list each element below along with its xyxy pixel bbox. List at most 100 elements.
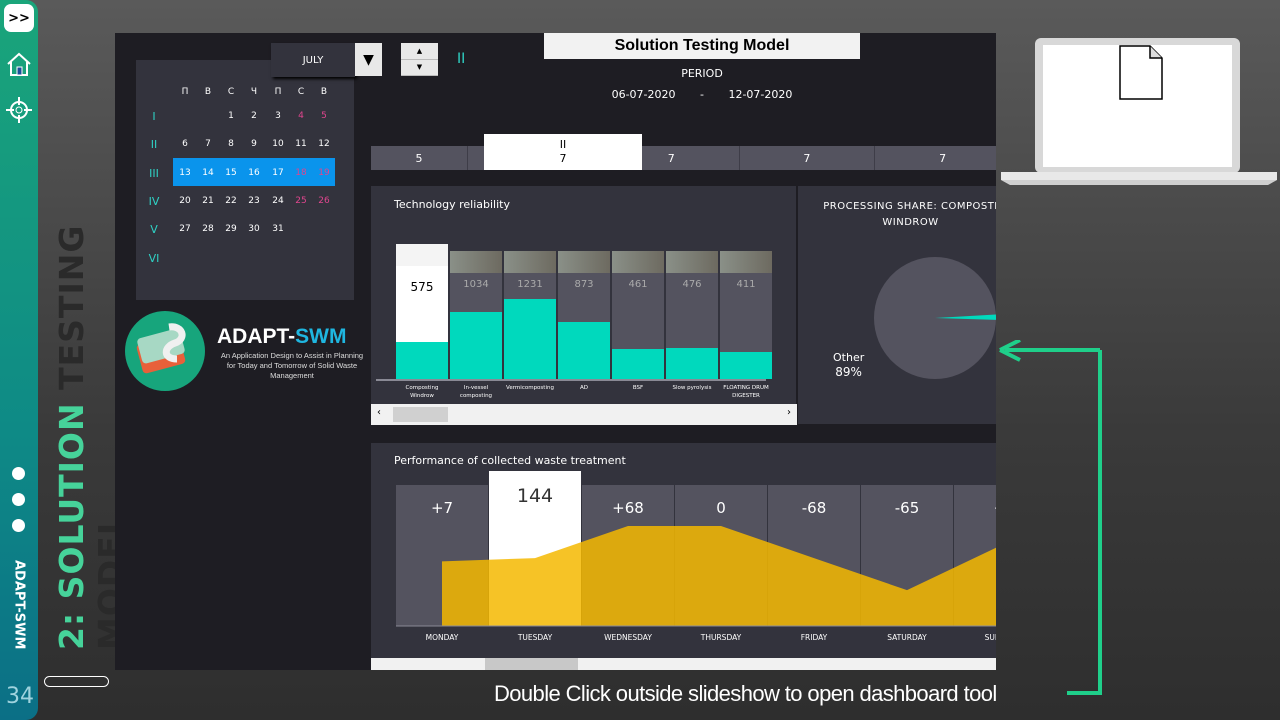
- calendar-day[interactable]: 18: [295, 167, 307, 178]
- bar-value-label: 476: [682, 279, 702, 290]
- day-value-label: +: [994, 499, 996, 517]
- pie-label-other: Other: [833, 351, 865, 364]
- bar-fill: [720, 352, 772, 379]
- logo-name-accent: SWM: [295, 325, 347, 348]
- area-chart: [396, 526, 996, 627]
- week-cell[interactable]: 5: [371, 146, 469, 170]
- calendar-day[interactable]: 13: [179, 167, 191, 178]
- bar[interactable]: 575: [396, 244, 448, 379]
- calendar-day[interactable]: 2: [251, 111, 257, 121]
- calendar-day[interactable]: 5: [321, 111, 327, 121]
- calendar-day[interactable]: 29: [225, 224, 237, 235]
- rail-brand: ADAPT-SWM: [11, 560, 27, 650]
- week-number[interactable]: II: [150, 138, 158, 152]
- calendar-day[interactable]: 27: [179, 224, 191, 235]
- calendar-day[interactable]: 26: [318, 195, 330, 206]
- calendar-day[interactable]: 19: [318, 167, 330, 178]
- weekday-header: Ч: [250, 87, 258, 97]
- calendar-day[interactable]: 25: [295, 195, 307, 206]
- calendar-day[interactable]: 21: [202, 195, 214, 206]
- selected-week-highlight: [173, 158, 335, 186]
- day-value-label: -68: [801, 499, 827, 517]
- calendar-day[interactable]: 20: [179, 195, 191, 206]
- page-title: Solution Testing Model: [544, 33, 860, 59]
- arrow-icon: [999, 340, 1102, 695]
- period-dates: 06-07-2020 - 12-07-2020: [544, 88, 860, 101]
- week-cell[interactable]: 7: [875, 146, 996, 170]
- bar[interactable]: 461: [612, 251, 664, 379]
- calendar-day[interactable]: 6: [182, 139, 188, 150]
- calendar-day[interactable]: 3: [275, 111, 281, 121]
- calendar-day[interactable]: 31: [272, 224, 284, 235]
- period-separator: -: [700, 88, 704, 101]
- menu-dot[interactable]: [12, 493, 25, 506]
- scroll-thumb[interactable]: [485, 658, 578, 670]
- bar[interactable]: 1231: [504, 251, 556, 379]
- day-label: MONDAY: [425, 633, 459, 642]
- menu-dot[interactable]: [12, 467, 25, 480]
- week-number[interactable]: V: [150, 223, 158, 237]
- calendar-day[interactable]: 11: [295, 139, 307, 150]
- bar-value-label: 873: [574, 279, 594, 290]
- calendar-day[interactable]: 4: [298, 111, 304, 121]
- progress-pill: [44, 676, 109, 687]
- horizontal-scrollbar[interactable]: [371, 658, 996, 670]
- week-number[interactable]: VI: [148, 251, 160, 265]
- horizontal-scrollbar[interactable]: ‹ ›: [371, 404, 797, 425]
- bar-value-label: 1231: [517, 279, 543, 290]
- technology-thumbnail: [720, 251, 772, 273]
- calendar-day[interactable]: 24: [272, 195, 284, 206]
- calendar-day[interactable]: 17: [272, 167, 284, 178]
- chevron-down-icon[interactable]: ▼: [355, 43, 382, 76]
- day-label: SATURDAY: [887, 633, 927, 642]
- week-number[interactable]: III: [149, 166, 159, 180]
- calendar-day[interactable]: 7: [205, 139, 211, 150]
- calendar-day[interactable]: 12: [318, 139, 330, 150]
- scroll-thumb[interactable]: [393, 407, 448, 422]
- calendar-day[interactable]: 1: [228, 111, 234, 121]
- chart-baseline: [376, 379, 766, 381]
- weekday-header: С: [227, 87, 235, 97]
- weekday-header: В: [320, 87, 328, 97]
- calendar-day[interactable]: 22: [225, 195, 237, 206]
- pie-chart: [874, 257, 996, 379]
- area-series: [442, 526, 996, 626]
- week-cell[interactable]: 7: [740, 146, 876, 170]
- bar[interactable]: 411: [720, 251, 772, 379]
- menu-dot[interactable]: [12, 519, 25, 532]
- spin-down-button[interactable]: ▼: [401, 60, 438, 76]
- panel-title: Technology reliability: [394, 198, 510, 211]
- home-icon[interactable]: [4, 50, 34, 78]
- bar-value-label: 461: [628, 279, 648, 290]
- weekday-header: П: [181, 87, 189, 97]
- month-select[interactable]: JULY: [271, 43, 355, 77]
- calendar-day[interactable]: 16: [248, 167, 260, 178]
- week-number[interactable]: I: [152, 110, 156, 123]
- target-icon[interactable]: [4, 96, 34, 124]
- selected-week-cell[interactable]: II 7: [484, 134, 642, 170]
- calendar-day[interactable]: 23: [248, 195, 260, 206]
- scroll-right-icon[interactable]: ›: [787, 407, 791, 418]
- week-number[interactable]: IV: [148, 194, 160, 208]
- calendar-day[interactable]: 28: [202, 224, 214, 235]
- bar[interactable]: 1034: [450, 251, 502, 379]
- pie-slice-composting[interactable]: [935, 314, 996, 320]
- weekday-header: П: [274, 87, 282, 97]
- laptop-icon[interactable]: [1000, 37, 1278, 185]
- bar[interactable]: 476: [666, 251, 718, 379]
- processing-share-panel: PROCESSING SHARE: COMPOSTI WINDROW Other…: [798, 186, 996, 424]
- calendar-day[interactable]: 30: [248, 224, 260, 235]
- bar[interactable]: 873: [558, 251, 610, 379]
- week-spinner[interactable]: ▲ ▼: [401, 43, 438, 76]
- calendar-day[interactable]: 8: [228, 139, 234, 150]
- calendar-day[interactable]: 10: [272, 139, 284, 150]
- spin-up-button[interactable]: ▲: [401, 43, 438, 60]
- week-cell[interactable]: 7: [604, 146, 740, 170]
- calendar-day[interactable]: 9: [251, 139, 257, 150]
- scroll-left-icon[interactable]: ‹: [377, 407, 381, 418]
- calendar-day[interactable]: 15: [225, 167, 237, 178]
- calendar-day[interactable]: 14: [202, 167, 214, 178]
- expand-button[interactable]: >>: [4, 4, 34, 32]
- period-start: 06-07-2020: [611, 88, 676, 101]
- bar-fill: [558, 322, 610, 379]
